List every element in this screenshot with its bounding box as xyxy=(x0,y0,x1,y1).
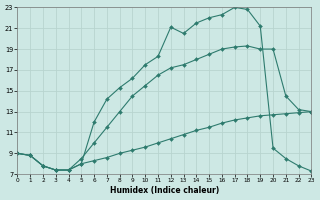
X-axis label: Humidex (Indice chaleur): Humidex (Indice chaleur) xyxy=(110,186,219,195)
